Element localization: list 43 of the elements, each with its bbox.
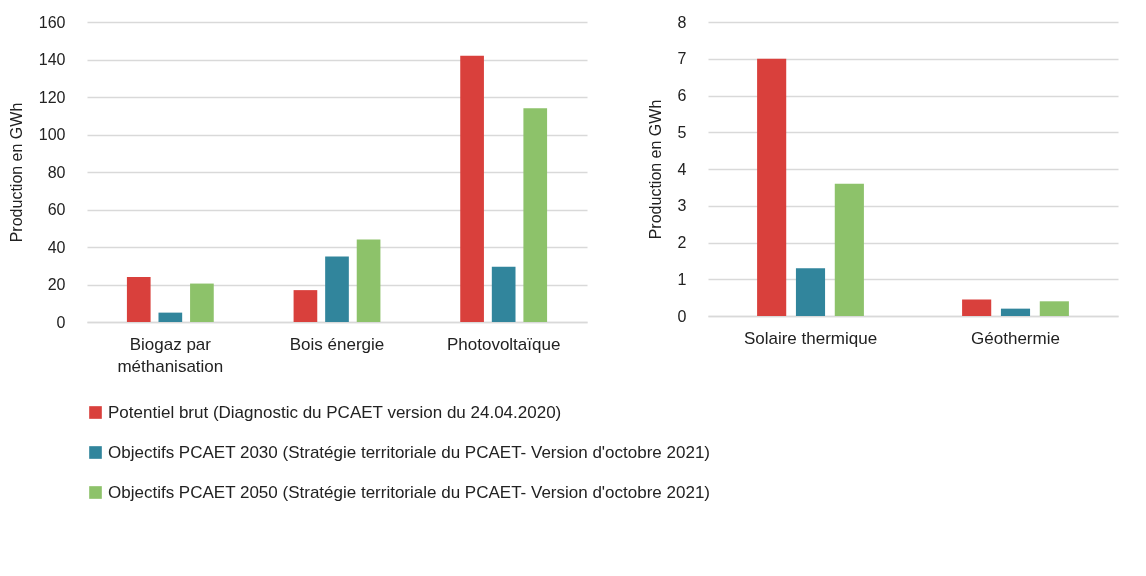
x-tick-label: Biogaz par méthanisation [117,334,224,376]
bar [293,290,318,322]
y-tick-label: 8 [677,13,687,31]
bar [325,256,349,322]
bar [1039,301,1069,316]
legend-label: Potentiel brut (Diagnostic du PCAET version du 24.04.2020) [108,402,562,422]
legend-label: Objectifs PCAET 2030 (Stratégie territoriale du PCAET- Version d'octobre 2021) [108,442,711,462]
y-tick-label: 140 [38,51,66,68]
bar [356,239,381,322]
bar [158,312,183,322]
y-tick-label: 2 [677,234,687,251]
x-tick-label: Bois énergie [289,334,385,354]
y-tick-label: 3 [677,197,687,215]
y-tick-label: 160 [38,13,66,31]
bar [1000,308,1031,316]
y-tick-label: 60 [47,201,66,218]
y-tick-label: 4 [677,160,687,178]
legend-label: Objectifs PCAET 2050 (Stratégie territoriale du PCAET- Version d'octobre 2021) [108,482,711,502]
y-tick-label: 0 [56,313,66,331]
y-tick-label: 6 [677,87,687,104]
bar [834,183,864,316]
bar [795,268,826,316]
bar [523,108,548,322]
x-tick-label: Géothermie [971,328,1060,348]
y-tick-label: 20 [47,276,66,293]
y-tick-label: 0 [677,307,687,325]
bar [460,55,484,322]
y-tick-label: 40 [47,238,66,256]
y-tick-label: 1 [677,270,687,288]
bar [962,299,992,316]
y-tick-label: 80 [47,163,66,181]
y-axis-title: Production en GWh [646,99,664,240]
x-tick-label: Solaire thermique [743,328,878,348]
y-axis-title: Production en GWh [7,102,25,243]
x-tick-label: Photovoltaïque [446,334,561,354]
y-tick-label: 120 [38,88,66,106]
y-tick-label: 5 [677,123,687,141]
bar [757,58,787,316]
y-tick-label: 100 [38,126,66,143]
bar [190,283,214,322]
y-tick-label: 7 [677,50,687,68]
bar [126,277,151,322]
bar [491,266,516,322]
